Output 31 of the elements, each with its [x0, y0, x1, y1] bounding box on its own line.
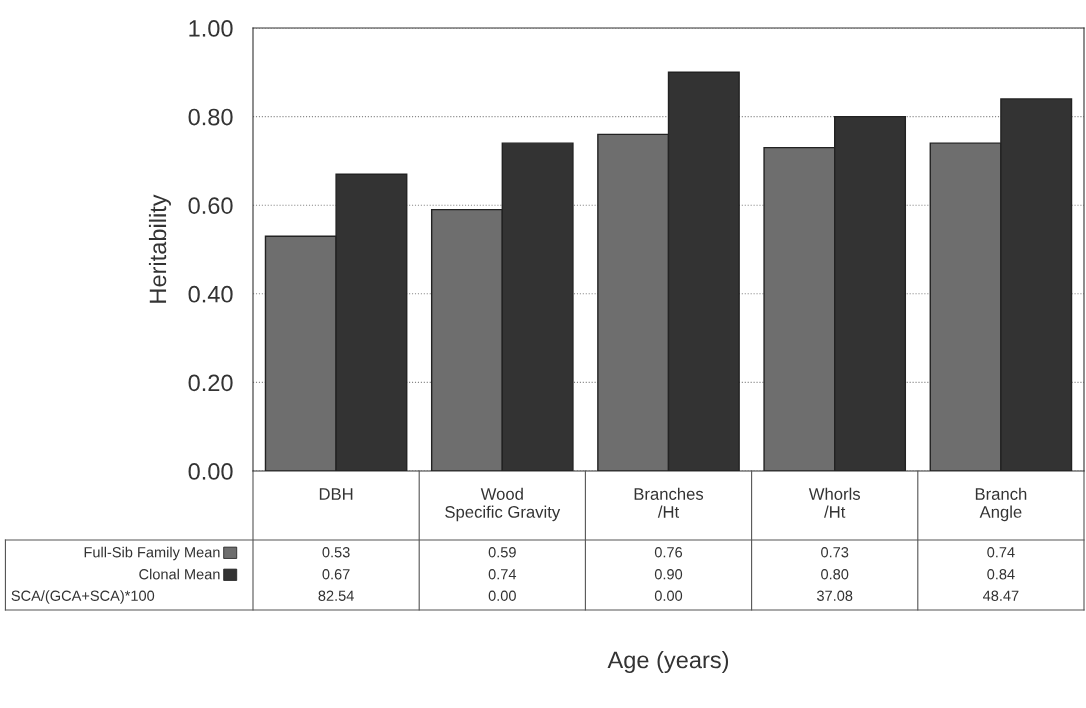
y-tick-label: 0.00: [188, 463, 233, 480]
x-tick-label: Branch Angle: [975, 487, 1027, 522]
legend-label: Clonal Mean: [139, 568, 220, 580]
y-tick-label: 0.80: [188, 108, 233, 126]
text: 0.00: [488, 590, 516, 601]
text: 0.00: [654, 590, 683, 601]
x-tick-label: Branches /Ht: [634, 487, 704, 518]
data-label: 0.67: [322, 569, 350, 580]
data-label: 0.84: [987, 569, 1015, 580]
data-label: 0.80: [821, 569, 849, 580]
data-label: 0.90: [654, 569, 683, 580]
x-tick-label: Whorls /Ht: [808, 487, 861, 518]
legend-label: Full-Sib Family Mean: [84, 546, 220, 561]
x-tick-label: Wood Specific Gravity: [445, 487, 561, 522]
data-label: 0.59: [488, 547, 516, 558]
data-label: 0.73: [821, 547, 849, 558]
y-axis-title: Heritability: [148, 194, 171, 303]
y-tick-label: 0.40: [188, 285, 233, 303]
x-tick-label: DBH: [319, 488, 353, 500]
y-tick-label: 1.00: [189, 20, 233, 37]
y-tick-label: 0.20: [188, 374, 233, 392]
text: 82.54: [318, 590, 354, 601]
y-tick-label: 0.60: [188, 197, 233, 214]
data-label: 0.53: [322, 547, 350, 558]
data-label: 0.74: [488, 569, 517, 580]
text: 48.47: [982, 590, 1019, 601]
text: Age (years): [607, 650, 729, 674]
data-label: 0.76: [654, 547, 683, 558]
text: 37.08: [817, 590, 853, 601]
text: SCA/(GCA+SCA)*100: [11, 590, 155, 604]
data-label: 0.74: [987, 547, 1015, 558]
